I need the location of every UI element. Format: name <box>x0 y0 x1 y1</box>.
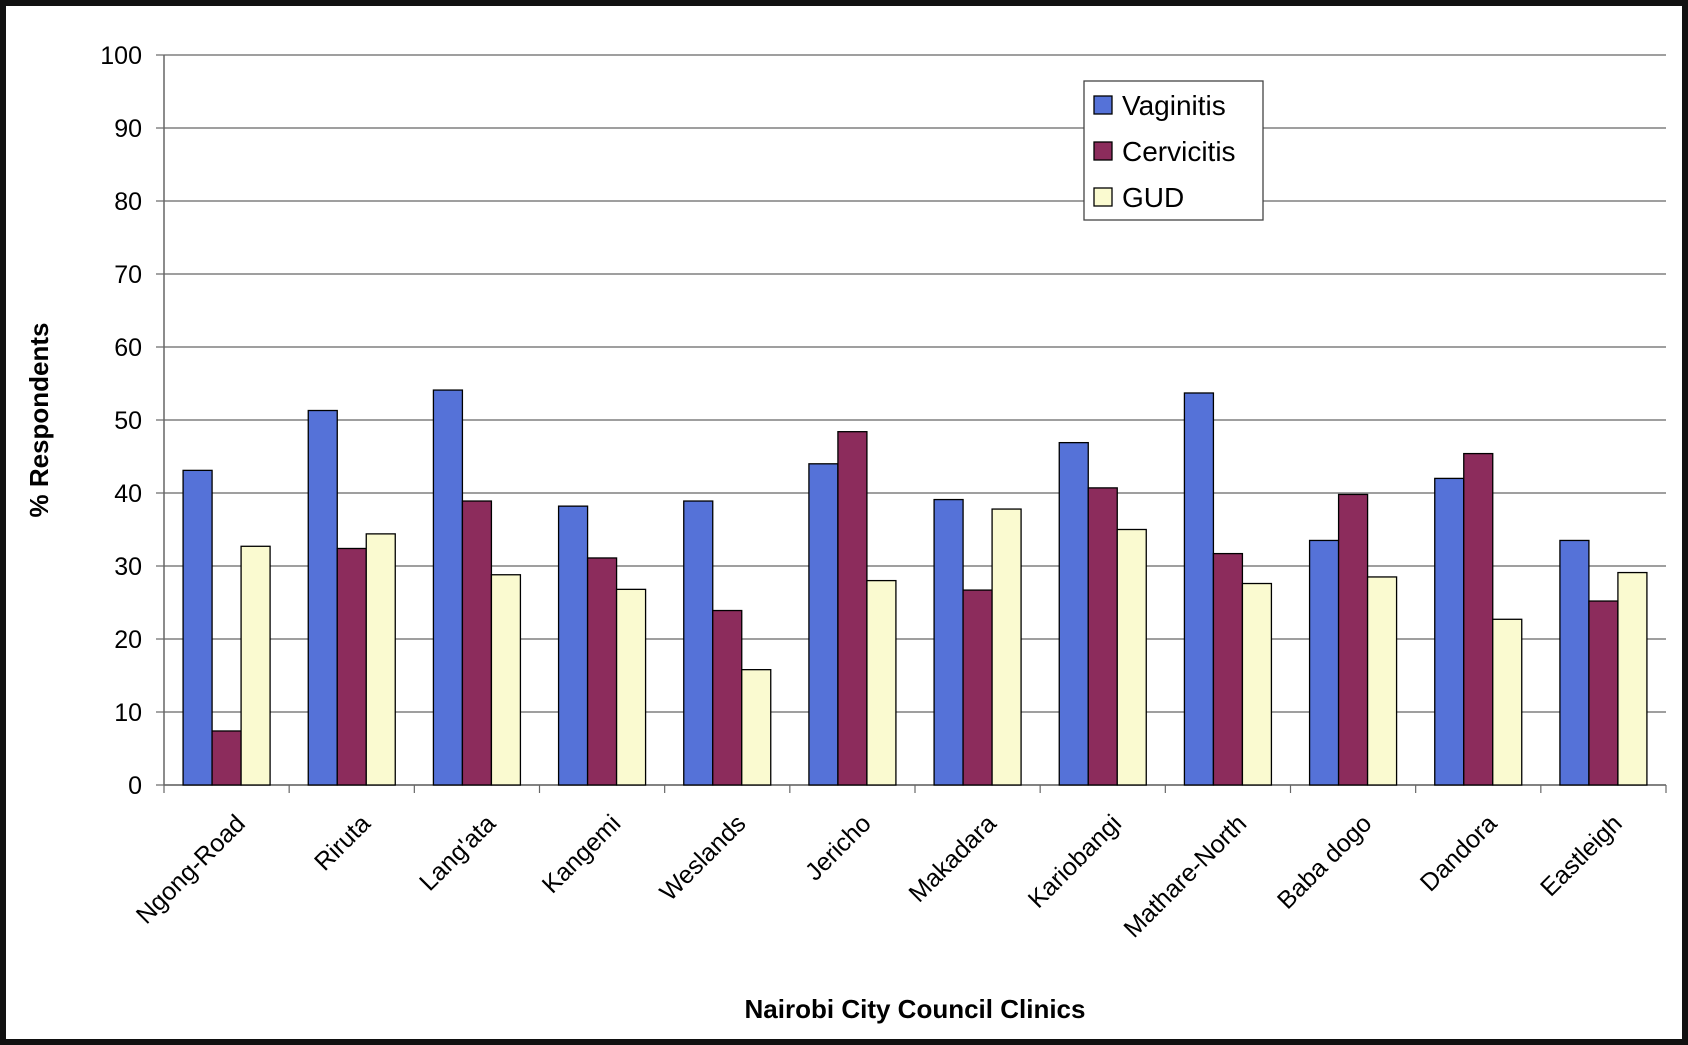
y-tick-label: 10 <box>114 699 142 727</box>
bar <box>490 574 522 786</box>
bar <box>1463 452 1494 786</box>
legend-swatch <box>1093 187 1113 207</box>
bar <box>933 498 964 786</box>
bar <box>182 469 213 786</box>
y-tick-label: 100 <box>100 42 142 70</box>
bar <box>962 589 993 786</box>
bar <box>307 409 338 786</box>
y-tick-label: 40 <box>114 480 142 508</box>
bar <box>808 463 839 786</box>
legend-swatch <box>1093 95 1113 115</box>
bar <box>432 389 464 786</box>
bar <box>211 730 242 786</box>
bar <box>1308 539 1340 786</box>
legend-label: Cervicitis <box>1122 136 1236 167</box>
bar <box>586 557 618 786</box>
bar <box>1434 477 1465 786</box>
y-tick-label: 70 <box>114 261 142 289</box>
legend-swatch <box>1093 141 1113 161</box>
y-tick-label: 80 <box>114 188 142 216</box>
bar <box>1212 552 1244 786</box>
bar <box>1559 539 1590 786</box>
bar <box>365 533 396 786</box>
x-axis-title: Nairobi City Council Clinics <box>745 994 1086 1024</box>
legend-box <box>1083 80 1264 221</box>
bar <box>1116 528 1147 786</box>
legend-label: Vaginitis <box>1122 90 1226 121</box>
bar <box>837 431 868 786</box>
y-tick-label: 60 <box>114 334 142 362</box>
y-tick-label: 30 <box>114 553 142 581</box>
legend-label: GUD <box>1122 182 1184 213</box>
bar <box>1337 493 1369 786</box>
bar <box>1588 600 1619 786</box>
bar <box>1492 618 1523 786</box>
bar <box>866 579 897 786</box>
bar <box>991 508 1022 786</box>
y-tick-label: 50 <box>114 407 142 435</box>
bar <box>683 500 714 786</box>
y-tick-label: 20 <box>114 626 142 654</box>
bar <box>240 545 271 786</box>
bar <box>1058 441 1089 786</box>
bar <box>1366 576 1398 786</box>
bar <box>1087 487 1118 786</box>
bar <box>1241 582 1273 786</box>
bar <box>557 505 589 786</box>
y-tick-label: 0 <box>128 772 142 800</box>
bar <box>461 500 493 786</box>
y-tick-label: 90 <box>114 115 142 143</box>
bar <box>712 609 743 786</box>
y-axis-title: % Respondents <box>24 322 54 517</box>
bar <box>1617 571 1648 786</box>
bar <box>741 669 772 786</box>
bar <box>336 547 367 786</box>
bar <box>1183 392 1215 786</box>
bar <box>615 588 647 786</box>
